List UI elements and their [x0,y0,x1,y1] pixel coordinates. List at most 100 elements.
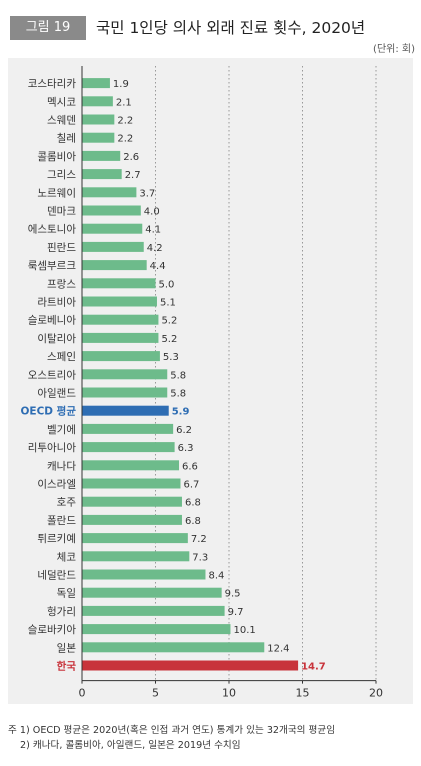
bar-12 [82,296,157,307]
value-label-13: 5.2 [161,316,177,327]
value-label-31: 12.4 [267,643,289,654]
bar-27 [82,569,206,580]
bar-9 [82,241,144,252]
category-label-28: 독일 [57,587,76,600]
value-label-32: 14.7 [301,662,326,673]
value-label-20: 6.3 [178,443,194,454]
value-label-21: 6.6 [182,461,198,472]
bar-15 [82,351,160,362]
bar-3 [82,132,115,143]
bar-21 [82,460,180,471]
category-label-22: 이스라엘 [37,478,76,491]
category-label-7: 덴마크 [47,206,76,218]
value-label-6: 3.7 [139,188,155,199]
category-label-1: 멕시코 [47,96,76,108]
bar-17 [82,387,168,398]
value-label-11: 5.0 [159,279,175,290]
bar-8 [82,223,143,234]
bar-16 [82,369,168,380]
bar-28 [82,587,222,598]
category-label-13: 슬로베니아 [28,315,77,327]
category-label-2: 스웨덴 [47,115,76,127]
bar-31 [82,642,265,653]
category-label-15: 스페인 [47,351,76,363]
value-label-3: 2.2 [117,134,133,145]
category-label-32: 한국 [57,660,77,673]
value-label-14: 5.2 [161,334,177,345]
bar-10 [82,260,147,271]
x-tick-label-0: 0 [79,687,86,700]
category-label-29: 헝가리 [47,606,76,618]
bar-7 [82,205,141,216]
x-tick-label-10: 10 [222,687,236,700]
bar-2 [82,114,115,125]
bar-14 [82,332,159,343]
bar-23 [82,496,182,507]
category-label-23: 호주 [57,497,77,509]
bar-chart: 코스타리카 1.9 멕시코 2.1 스웨덴 2.2 칠레 2.2 콜롬비아 2.6 그리스 2.7 노르… [21,66,383,700]
bar-6 [82,187,137,198]
bar-30 [82,624,231,635]
bar-19 [82,423,174,434]
bar-20 [82,442,175,453]
bar-0 [82,78,110,89]
category-label-12: 라트비아 [37,297,76,309]
value-label-10: 4.4 [150,261,166,272]
value-label-18: 5.9 [172,407,190,418]
bar-32 [82,660,299,671]
category-label-26: 체코 [57,551,77,563]
value-label-5: 2.7 [125,170,141,181]
value-label-7: 4.0 [144,207,160,218]
chart-panel: 코스타리카 1.9 멕시코 2.1 스웨덴 2.2 칠레 2.2 콜롬비아 2.6 그리스 2.7 노르… [8,58,413,704]
bar-4 [82,150,121,161]
bar-29 [82,605,225,616]
value-label-12: 5.1 [160,298,176,309]
value-label-23: 6.8 [185,498,201,509]
category-label-11: 프랑스 [47,278,76,290]
category-label-25: 튀르키예 [37,532,76,545]
value-label-4: 2.6 [123,152,139,163]
x-tick-label-5: 5 [152,687,159,700]
value-label-0: 1.9 [113,79,129,90]
category-label-14: 이탈리아 [37,332,76,345]
value-label-25: 7.2 [191,534,207,545]
value-label-27: 8.4 [208,571,224,582]
bar-25 [82,533,188,544]
category-label-9: 핀란드 [47,242,76,254]
value-label-15: 5.3 [163,352,179,363]
chart-title: 국민 1인당 의사 외래 진료 횟수, 2020년 [96,19,366,37]
bar-11 [82,278,156,289]
category-label-30: 슬로바키아 [28,624,77,636]
value-label-24: 6.8 [185,516,201,527]
category-label-21: 캐나다 [47,460,76,472]
value-label-9: 4.2 [147,243,163,254]
category-label-17: 아일랜드 [37,387,76,400]
category-label-10: 룩셈부르크 [28,260,77,272]
figure-label: 그림 19 [10,16,86,40]
category-label-3: 칠레 [57,133,76,145]
bar-22 [82,478,181,489]
category-label-31: 일본 [57,641,77,654]
x-tick-label-20: 20 [369,687,383,700]
value-label-17: 5.8 [170,389,186,400]
value-label-28: 9.5 [225,589,241,600]
bar-5 [82,169,122,180]
bar-13 [82,314,159,325]
category-label-24: 폴란드 [47,515,76,527]
footnotes: 주 1) OECD 평균은 2020년(혹은 인접 과거 연도) 통계가 있는 … [8,723,418,753]
category-label-18: OECD 평균 [21,405,77,418]
bar-24 [82,514,182,525]
figure-header: 그림 19 국민 1인당 의사 외래 진료 횟수, 2020년 [8,10,413,40]
category-label-20: 리투아니아 [28,442,77,454]
category-label-27: 네덜란드 [37,570,76,582]
category-label-19: 벨기에 [47,424,76,436]
value-label-1: 2.1 [116,97,132,108]
bar-1 [82,96,113,107]
value-label-22: 6.7 [183,480,199,491]
category-label-5: 그리스 [47,169,76,181]
bar-18 [82,405,169,416]
category-label-6: 노르웨이 [37,187,76,199]
value-label-26: 7.3 [192,552,208,563]
value-label-30: 10.1 [233,625,255,636]
footnote-1: 주 1) OECD 평균은 2020년(혹은 인접 과거 연도) 통계가 있는 … [8,725,336,736]
